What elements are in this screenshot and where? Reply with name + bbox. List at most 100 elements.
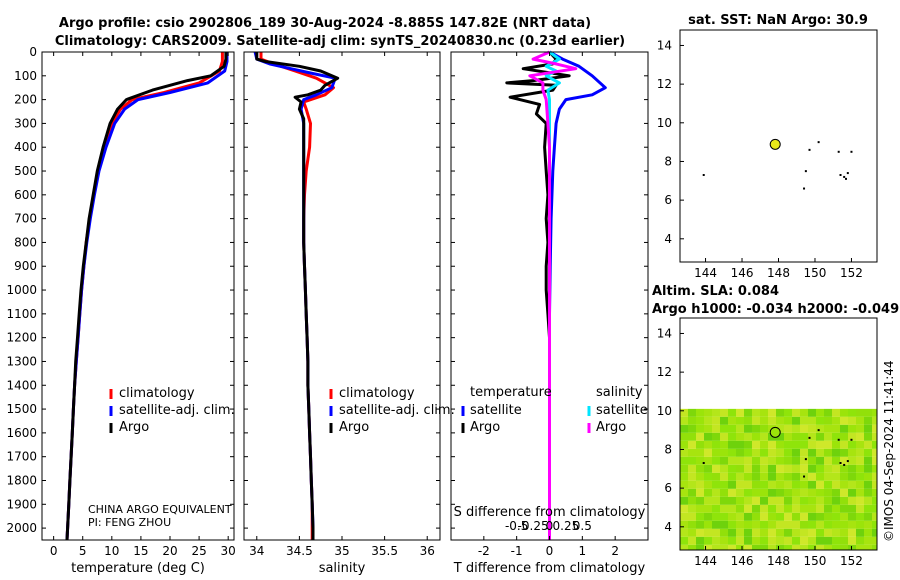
xtick2-label: -0.5 (505, 519, 528, 533)
heatmap-cell (760, 536, 768, 545)
heatmap-cell (696, 512, 704, 521)
heatmap-cell (848, 464, 856, 473)
heatmap-cell (688, 520, 696, 529)
heatmap-cell (864, 512, 872, 521)
heatmap-cell (800, 424, 808, 433)
heatmap-cell (680, 464, 688, 473)
heatmap-cell (728, 488, 736, 497)
heatmap-cell (792, 504, 800, 513)
xtick-label: 20 (162, 544, 177, 558)
heatmap-cell (696, 504, 704, 513)
heatmap-cell (816, 464, 824, 473)
heatmap-cell (728, 432, 736, 441)
heatmap-cell (776, 464, 784, 473)
heatmap-cell (824, 488, 832, 497)
land-point (843, 463, 846, 466)
heatmap-cell (736, 472, 744, 481)
heatmap-cell (768, 480, 776, 489)
heatmap-cell (816, 512, 824, 521)
heatmap-cell (824, 496, 832, 505)
heatmap-cell (688, 512, 696, 521)
heatmap-cell (760, 504, 768, 513)
heatmap-cell (760, 448, 768, 457)
legend-label: satellite (596, 403, 648, 418)
heatmap-cell (816, 528, 824, 537)
heatmap-cell (736, 416, 744, 425)
heatmap-cell (840, 496, 848, 505)
heatmap-cell (784, 496, 792, 505)
heatmap-cell (864, 472, 872, 481)
ytick-label: 1900 (6, 497, 37, 511)
ytick-label: 1000 (6, 283, 37, 297)
ytick-label: 10 (657, 404, 672, 418)
heatmap-cell (744, 488, 752, 497)
heatmap-cell (856, 520, 864, 529)
series-argo (255, 52, 340, 540)
heatmap-cell (784, 544, 792, 550)
heatmap-cell (784, 464, 792, 473)
heatmap-cell (736, 424, 744, 433)
heatmap-cell (728, 464, 736, 473)
heatmap-cell (768, 472, 776, 481)
heatmap-cell (736, 448, 744, 457)
heatmap-cell (816, 544, 824, 550)
heatmap-cell (816, 432, 824, 441)
heatmap-cell (696, 440, 704, 449)
heatmap-cell (776, 520, 784, 529)
pi-line2: PI: FENG ZHOU (88, 516, 171, 529)
legend-label: climatology (339, 386, 415, 401)
legend-temperature-head: temperature (470, 385, 552, 400)
heatmap-cell (768, 520, 776, 529)
map-title-line2: Argo h1000: -0.034 h2000: -0.049 (652, 302, 899, 317)
heatmap-cell (848, 536, 856, 545)
heatmap-cell (712, 440, 720, 449)
heatmap-cell (808, 496, 816, 505)
heatmap-cell (776, 408, 784, 417)
heatmap-cell (808, 432, 816, 441)
ytick-label: 1300 (6, 354, 37, 368)
heatmap-cell (696, 456, 704, 465)
heatmap-cell (800, 416, 808, 425)
heatmap-cell (744, 480, 752, 489)
heatmap-cell (848, 432, 856, 441)
heatmap-cell (704, 504, 712, 513)
heatmap-cell (792, 448, 800, 457)
heatmap-cell (840, 536, 848, 545)
heatmap-cell (840, 528, 848, 537)
heatmap-cell (728, 528, 736, 537)
heatmap-cell (824, 424, 832, 433)
ytick-label: 8 (664, 442, 672, 456)
xtick-label: -1 (511, 544, 523, 558)
heatmap-cell (680, 448, 688, 457)
heatmap-cell (704, 416, 712, 425)
heatmap-cell (720, 448, 728, 457)
heatmap-cell (800, 480, 808, 489)
heatmap-cell (704, 520, 712, 529)
land-point (702, 174, 705, 176)
xtick-label: 5 (79, 544, 87, 558)
heatmap-cell (752, 456, 760, 465)
heatmap-cell (728, 440, 736, 449)
heatmap-cell (784, 504, 792, 513)
xaxis-label: salinity (319, 561, 366, 576)
series-satellite-adj-clim- (65, 52, 229, 541)
heatmap-cell (752, 528, 760, 537)
heatmap-cell (800, 544, 808, 550)
heatmap-cell (848, 408, 856, 417)
heatmap-cell (752, 496, 760, 505)
axes-frame (243, 51, 441, 541)
heatmap-cell (800, 512, 808, 521)
heatmap-cell (792, 440, 800, 449)
heatmap-cell (848, 456, 856, 465)
heatmap-cell (712, 496, 720, 505)
heatmap-cell (840, 488, 848, 497)
heatmap-cell (872, 528, 877, 537)
heatmap-cell (784, 440, 792, 449)
heatmap-cell (792, 512, 800, 521)
heatmap-cell (760, 416, 768, 425)
heatmap-cell (816, 456, 824, 465)
heatmap-cell (744, 472, 752, 481)
heatmap-cell (688, 440, 696, 449)
heatmap-cell (720, 496, 728, 505)
xtick-label: 150 (804, 554, 827, 568)
